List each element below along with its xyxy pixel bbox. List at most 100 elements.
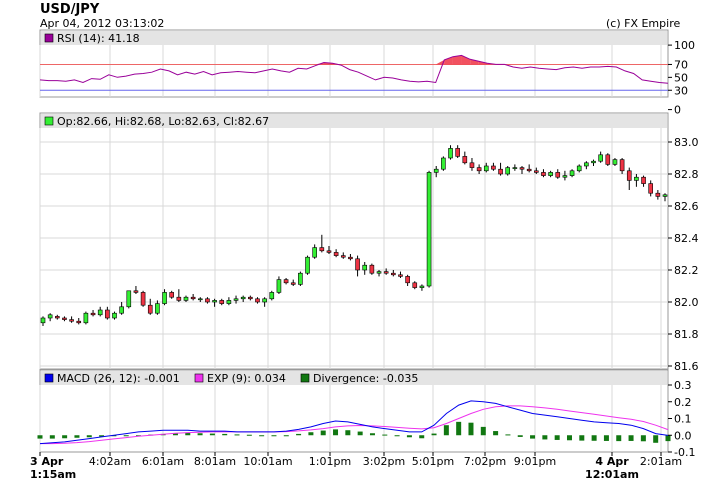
price-tick-label: 82.8 — [674, 168, 699, 181]
divergence-bar — [628, 435, 634, 441]
candle-body — [219, 300, 225, 304]
candle-body — [90, 312, 96, 316]
chart-datetime: Apr 04, 2012 03:13:02 — [40, 17, 165, 30]
candle-body — [662, 194, 668, 197]
candle-body — [576, 165, 582, 172]
divergence-bar — [296, 433, 302, 436]
candle-body — [62, 317, 67, 320]
candle-body — [369, 264, 375, 274]
rsi-panel-header — [41, 31, 667, 45]
candle-body — [419, 285, 425, 288]
candle-body — [233, 298, 239, 301]
candle-body — [312, 247, 317, 258]
candle-body — [169, 292, 174, 298]
divergence-bar — [74, 435, 80, 438]
x-axis-label-line2: 1:15am — [30, 468, 76, 481]
macd-legend-item: Divergence: -0.035 — [313, 372, 418, 385]
price-tick-label: 82.2 — [674, 264, 699, 277]
candle-body — [398, 274, 403, 277]
candle-body — [612, 159, 618, 165]
divergence-bar — [517, 435, 523, 437]
divergence-bar — [259, 435, 265, 437]
divergence-bar — [222, 433, 228, 436]
candle-body — [441, 157, 446, 170]
candle-body — [505, 167, 511, 175]
exp-line — [40, 405, 669, 445]
candle-body — [269, 292, 275, 300]
divergence-bar — [443, 425, 449, 436]
divergence-bar — [172, 433, 178, 436]
candle-body — [555, 172, 561, 178]
divergence-bar — [234, 434, 240, 436]
candle-body — [226, 300, 232, 304]
candle-body — [290, 282, 296, 285]
candle-body — [626, 170, 632, 181]
copyright-text: (c) FX Empire — [606, 17, 681, 30]
price-tick-label: 82.0 — [674, 296, 699, 309]
macd-legend-item: MACD (26, 12): -0.001 — [57, 372, 180, 385]
candle-body — [462, 156, 468, 164]
candle-body — [605, 154, 611, 165]
candle-body — [634, 176, 639, 181]
candle-body — [348, 256, 353, 260]
candle-body — [155, 303, 160, 314]
x-axis-label: 5:01pm — [412, 455, 454, 468]
macd-line — [39, 400, 669, 445]
rsi-tick-label: 100 — [674, 39, 695, 52]
candle-body — [147, 304, 153, 314]
price-tick-label: 82.4 — [674, 232, 699, 245]
candle-body — [183, 296, 189, 301]
candle-body — [97, 309, 103, 316]
candle-body — [69, 319, 74, 322]
divergence-bar — [406, 435, 412, 438]
rsi-tick-label: 70 — [674, 58, 688, 71]
divergence-bar — [271, 435, 277, 437]
candle-body — [548, 172, 553, 176]
x-axis-label: 7:02pm — [464, 455, 506, 468]
divergence-bar — [308, 432, 314, 436]
rsi-overbought-area — [315, 62, 324, 65]
candle-body — [340, 255, 346, 258]
macd-tick-label: -0.1 — [674, 446, 695, 459]
candle-body — [469, 162, 475, 168]
candle-body — [333, 252, 339, 256]
divergence-bar — [197, 433, 203, 436]
candle-body — [112, 312, 117, 319]
candle-body — [476, 167, 482, 172]
candle-body — [362, 264, 368, 271]
x-axis-label-line2: 12:01am — [585, 468, 639, 481]
price-tick-label: 81.8 — [674, 328, 699, 341]
candle-body — [47, 314, 53, 319]
macd-tick-label: 0.3 — [674, 379, 692, 392]
candle-body — [569, 170, 575, 176]
candle-body — [40, 317, 46, 324]
x-axis-label: 3:02pm — [363, 455, 405, 468]
x-axis-label: 4:02am — [89, 455, 131, 468]
candle-body — [491, 165, 496, 170]
candle-body — [641, 176, 646, 184]
candle-body — [562, 175, 568, 178]
candle-body — [248, 296, 253, 300]
x-axis-label: 9:01pm — [514, 455, 556, 468]
x-axis-label: 4 Apr — [595, 455, 629, 468]
candle-body — [133, 290, 139, 293]
candle-body — [448, 148, 453, 159]
price-tick-label: 81.6 — [674, 360, 699, 373]
candle-body — [126, 290, 132, 308]
price-legend-swatch — [44, 116, 54, 126]
candle-body — [255, 298, 260, 303]
rsi-legend: RSI (14): 41.18 — [57, 32, 140, 45]
rsi-overbought-area — [452, 55, 462, 65]
divergence-bar — [382, 434, 388, 436]
candle-body — [326, 250, 332, 253]
divergence-bar — [99, 435, 105, 437]
divergence-bar — [136, 435, 142, 437]
macd-legend-swatch — [194, 373, 204, 383]
price-panel-header — [41, 114, 667, 128]
candle-body — [376, 271, 382, 274]
candle-body — [391, 272, 396, 276]
rsi-overbought-area — [435, 59, 445, 65]
candle-body — [240, 296, 246, 300]
rsi-tick-label: 30 — [674, 84, 688, 97]
candle-body — [383, 271, 389, 274]
